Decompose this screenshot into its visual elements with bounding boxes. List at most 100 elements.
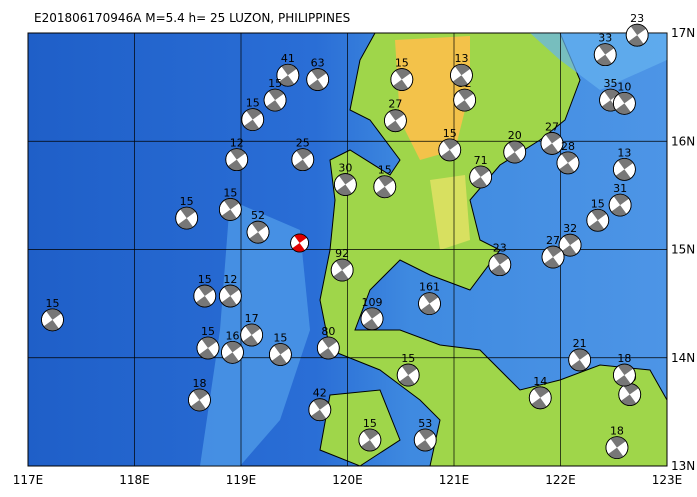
mindoro (319, 389, 401, 467)
beachball-part (266, 100, 282, 112)
beachball-part (41, 308, 64, 332)
depth-label: 30 (338, 162, 352, 175)
beachball (593, 43, 617, 67)
depth-label: 15 (45, 297, 59, 310)
beachball-part (290, 233, 309, 253)
depth-label: 15 (246, 97, 260, 110)
beachball-part (395, 68, 411, 80)
beachball-part (543, 143, 559, 155)
beachball (568, 348, 592, 372)
depth-label: 15 (198, 273, 212, 286)
beachball-part (623, 383, 639, 395)
beachball (613, 157, 636, 181)
beachball-part (505, 152, 522, 164)
beachball-part (268, 89, 284, 101)
beachball (240, 323, 264, 347)
beachball-part (177, 218, 194, 230)
depth-label: 31 (613, 182, 627, 195)
beachball-part (198, 285, 214, 297)
beachball-part (225, 148, 249, 172)
beachball-part (336, 184, 352, 196)
depth-label: 80 (321, 325, 335, 338)
beachball-part (615, 375, 631, 387)
beachball-part (242, 335, 259, 347)
beachball (333, 173, 357, 196)
beachball-part (360, 307, 384, 331)
beachball (540, 132, 564, 155)
beachball (503, 140, 527, 164)
depth-label: 15 (223, 186, 237, 199)
beachball-part (593, 43, 617, 67)
beachball (306, 68, 330, 91)
beachball-part (293, 159, 310, 171)
lat-label: 17N (671, 26, 695, 40)
lat-label: 16N (671, 134, 695, 148)
highland (430, 175, 470, 250)
depth-label: 18 (192, 377, 206, 390)
lat-label: 15N (671, 243, 695, 257)
depth-label: 27 (545, 120, 559, 133)
beachball-part (390, 68, 414, 91)
beachball (528, 386, 552, 410)
beachball-part (388, 109, 405, 121)
beachball-part (488, 253, 512, 277)
beachball (453, 88, 477, 112)
beachball-part (245, 324, 261, 336)
beachball-part (365, 307, 381, 319)
beachball-part (384, 109, 407, 133)
beachball-part (586, 208, 610, 232)
beachball (418, 292, 441, 316)
beachball (218, 198, 242, 221)
beachball-part (611, 205, 627, 217)
depth-label: 53 (418, 417, 432, 430)
beachball-part (338, 173, 355, 185)
beachball-part (401, 364, 418, 376)
beachball-part (591, 209, 607, 221)
lon-label: 120E (332, 473, 363, 487)
beachball-part (281, 64, 297, 76)
beachball-part (545, 132, 561, 144)
depth-label: 15 (273, 332, 287, 345)
beachball-part (420, 303, 436, 315)
beachball-part (175, 206, 199, 230)
beachball (413, 428, 437, 452)
beachball (360, 307, 384, 331)
beachball-part (630, 24, 647, 36)
beachball-part (193, 284, 217, 308)
beachball-part (396, 363, 420, 387)
beachball-part (276, 63, 300, 87)
beachball-part (46, 308, 62, 320)
depth-label: 18 (617, 352, 631, 365)
beachball-part (615, 103, 631, 115)
beachball-part (333, 270, 349, 282)
beachball-part (438, 138, 462, 162)
lat-label: 14N (671, 351, 695, 365)
beachball-part (601, 100, 618, 112)
beachball-part (311, 68, 327, 80)
depth-label: 33 (598, 32, 612, 45)
beachball (358, 428, 382, 452)
beachball-part (413, 428, 437, 452)
beachball-part (271, 354, 287, 366)
beachball-part (604, 89, 620, 101)
beachball (373, 175, 397, 199)
depth-label: 15 (201, 325, 215, 338)
beachball-part (455, 100, 472, 112)
beachball-part (458, 89, 474, 101)
beachball-part (251, 221, 267, 233)
beachball (316, 336, 340, 360)
beachball (41, 308, 64, 332)
lon-label: 117E (13, 473, 44, 487)
beachball-part (559, 162, 575, 174)
beachball (221, 340, 244, 364)
beachball-part (330, 258, 354, 282)
beachball-part (291, 148, 315, 172)
beachball (605, 436, 629, 459)
beachball-part (180, 207, 196, 219)
beachball-part (386, 120, 402, 132)
lon-label: 122E (545, 473, 576, 487)
beachball-part (540, 132, 564, 155)
lon-label: 121E (439, 473, 470, 487)
depth-label: 15 (591, 197, 605, 210)
depth-label: 23 (493, 242, 507, 255)
